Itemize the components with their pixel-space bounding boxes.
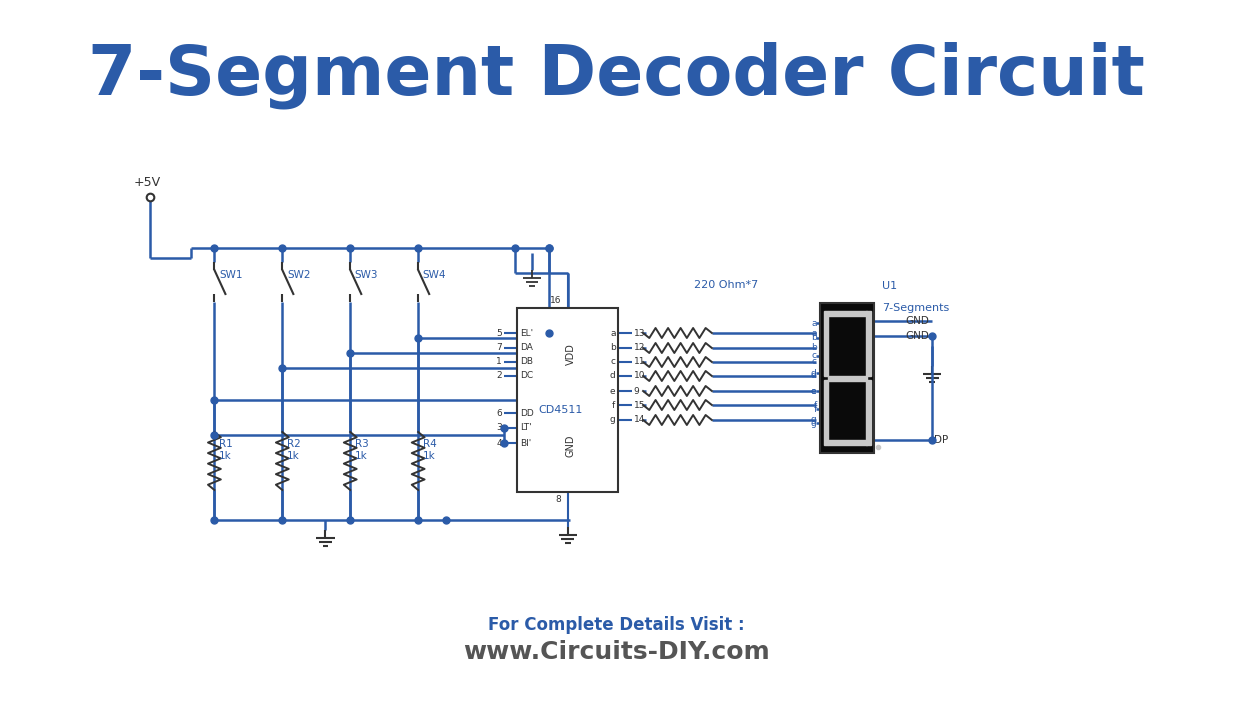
Text: EL': EL' — [520, 328, 533, 337]
Text: 10: 10 — [634, 371, 645, 380]
Text: 3: 3 — [496, 423, 502, 432]
Text: U1: U1 — [882, 281, 896, 291]
Text: GND: GND — [905, 331, 930, 341]
Text: 1k: 1k — [287, 451, 300, 461]
Text: c: c — [811, 352, 816, 361]
Text: DA: DA — [520, 344, 533, 352]
Text: 1k: 1k — [219, 451, 232, 461]
Text: R3: R3 — [355, 439, 369, 449]
Text: b: b — [610, 344, 615, 352]
Text: b: b — [811, 344, 816, 352]
Text: g: g — [811, 415, 816, 425]
Text: d: d — [811, 368, 816, 378]
Text: 7: 7 — [496, 344, 502, 352]
Bar — [866, 380, 870, 445]
Bar — [827, 440, 867, 445]
Text: 12: 12 — [634, 344, 645, 352]
Text: SW2: SW2 — [287, 270, 311, 280]
Text: c: c — [811, 358, 816, 366]
Text: d: d — [610, 371, 615, 380]
Text: BI': BI' — [520, 439, 531, 448]
Text: 16: 16 — [550, 296, 561, 305]
Text: 7-Segment Decoder Circuit: 7-Segment Decoder Circuit — [88, 41, 1145, 109]
Bar — [827, 311, 867, 316]
Bar — [518, 308, 618, 492]
Text: a: a — [811, 328, 816, 337]
Text: +5V: +5V — [133, 176, 160, 189]
Text: R1: R1 — [219, 439, 233, 449]
Text: e: e — [610, 387, 615, 396]
Text: VDD: VDD — [566, 343, 576, 365]
Text: 13: 13 — [634, 328, 645, 337]
Text: 11: 11 — [634, 358, 645, 366]
Text: SW1: SW1 — [219, 270, 243, 280]
Text: For Complete Details Visit :: For Complete Details Visit : — [488, 616, 745, 634]
Text: DC: DC — [520, 371, 533, 380]
Text: CD4511: CD4511 — [539, 405, 583, 415]
Text: 1k: 1k — [423, 451, 435, 461]
Text: www.Circuits-DIY.com: www.Circuits-DIY.com — [464, 640, 769, 664]
Text: R4: R4 — [423, 439, 436, 449]
Text: e: e — [811, 387, 816, 396]
Text: SW3: SW3 — [355, 270, 379, 280]
Text: GND: GND — [905, 316, 930, 326]
Text: 5: 5 — [496, 328, 502, 337]
Bar — [827, 376, 867, 381]
Text: c: c — [610, 358, 615, 366]
Text: 7-Segments: 7-Segments — [882, 303, 949, 313]
Text: d: d — [811, 371, 816, 380]
Text: 1k: 1k — [355, 451, 367, 461]
Text: GND: GND — [566, 434, 576, 457]
Text: 15: 15 — [634, 401, 645, 410]
Text: 9: 9 — [634, 387, 640, 396]
Text: DP: DP — [935, 435, 948, 445]
Text: 4: 4 — [496, 439, 502, 448]
Text: a: a — [610, 328, 615, 337]
Text: 220 Ohm*7: 220 Ohm*7 — [693, 280, 758, 290]
Bar — [824, 380, 829, 445]
Text: 1: 1 — [496, 358, 502, 366]
Text: f: f — [814, 404, 816, 413]
Text: DD: DD — [520, 408, 534, 418]
Text: SW4: SW4 — [423, 270, 446, 280]
Bar — [866, 311, 870, 376]
Text: 2: 2 — [496, 371, 502, 380]
Text: f: f — [814, 401, 816, 410]
Text: g: g — [811, 418, 816, 427]
Text: DB: DB — [520, 358, 533, 366]
Text: a: a — [811, 318, 816, 328]
Text: b: b — [811, 333, 816, 342]
Text: LT': LT' — [520, 423, 531, 432]
Text: 6: 6 — [496, 408, 502, 418]
Text: 8: 8 — [556, 495, 561, 504]
Text: R2: R2 — [287, 439, 301, 449]
Text: 14: 14 — [634, 415, 645, 425]
Text: f: f — [613, 401, 615, 410]
Bar — [820, 303, 874, 453]
Bar — [824, 311, 829, 376]
Text: g: g — [610, 415, 615, 425]
Text: e: e — [811, 387, 816, 396]
